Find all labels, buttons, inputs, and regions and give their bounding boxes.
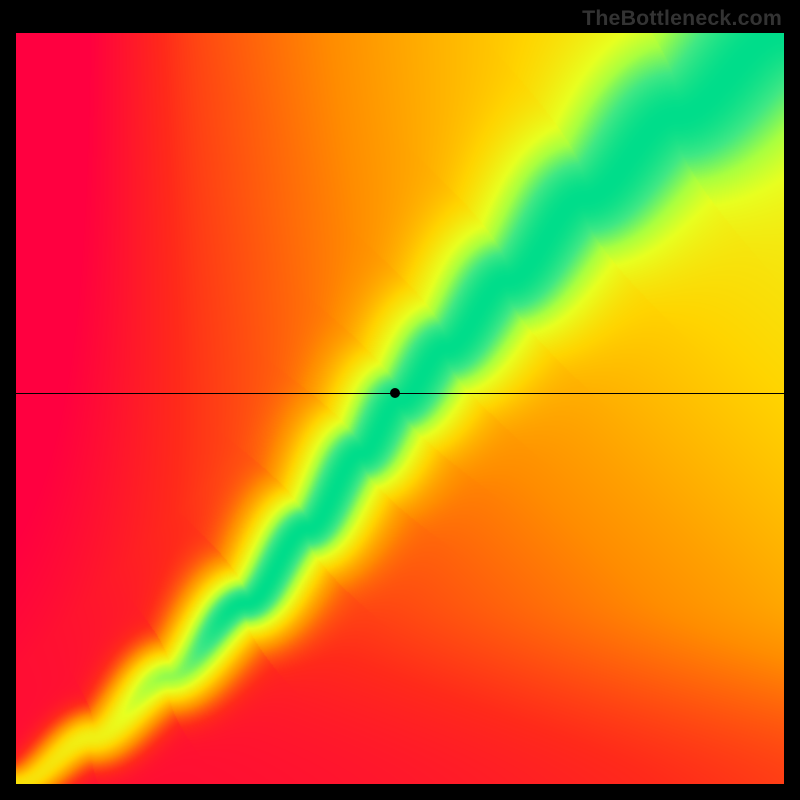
watermark-text: TheBottleneck.com xyxy=(582,6,782,31)
chart-frame: TheBottleneck.com xyxy=(0,0,800,800)
crosshair-vertical xyxy=(395,784,396,800)
plot-area xyxy=(16,33,784,784)
crosshair-horizontal xyxy=(16,393,784,394)
crosshair-dot xyxy=(390,388,400,398)
heatmap-canvas xyxy=(16,33,784,784)
